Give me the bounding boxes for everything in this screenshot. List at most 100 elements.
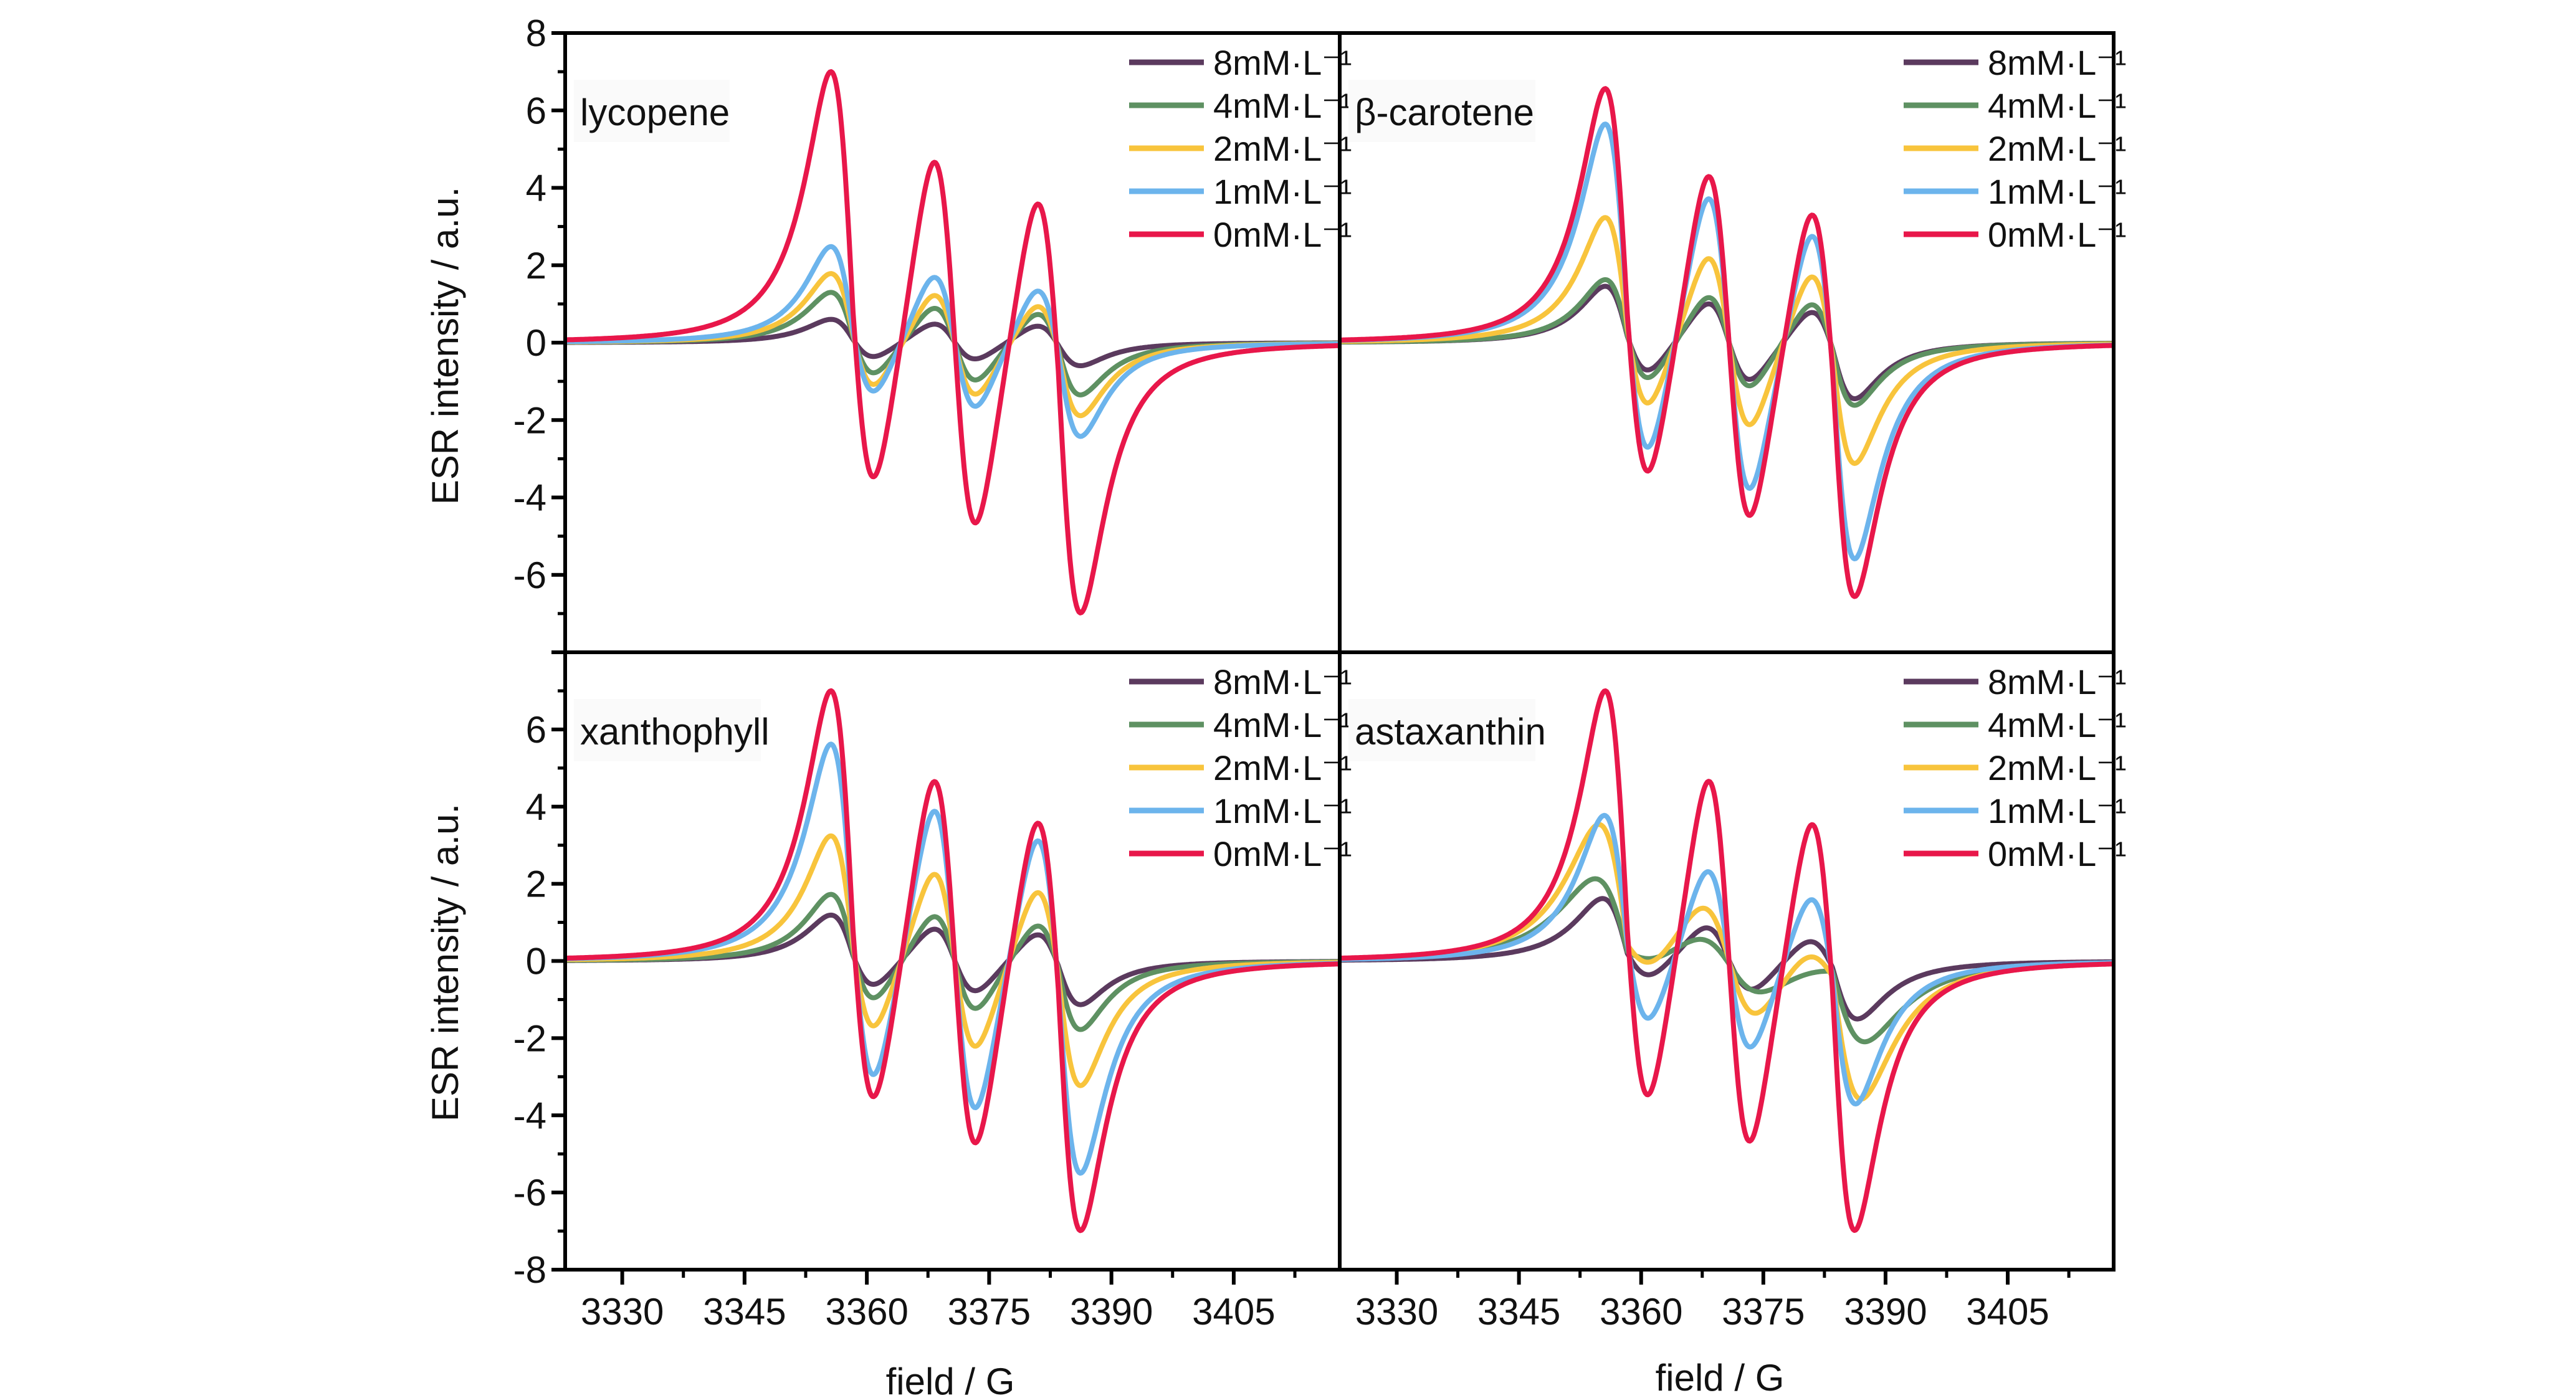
- legend-item: 0mM·L⁻¹: [1129, 834, 1352, 873]
- y-tick-label: -6: [513, 1172, 546, 1214]
- series-line-0mM: [564, 688, 1341, 1234]
- legend-label: 8mM·L⁻¹: [1988, 43, 2126, 82]
- legend-item: 1mM·L⁻¹: [1129, 172, 1352, 211]
- legend-label: 4mM·L⁻¹: [1213, 705, 1352, 744]
- y-tick-label: 4: [526, 168, 546, 209]
- legend: 8mM·L⁻¹ 4mM·L⁻¹ 2mM·L⁻¹ 1mM·L⁻¹ 0mM·L⁻¹: [1904, 43, 2126, 254]
- legend-label: 2mM·L⁻¹: [1213, 129, 1352, 168]
- legend-label: 0mM·L⁻¹: [1988, 215, 2126, 254]
- y-tick-label: -2: [513, 1017, 546, 1059]
- legend-item: 8mM·L⁻¹: [1129, 662, 1352, 701]
- panels: 8 6 4 2 0 -2 -4 -6 lycopene 8mM·L⁻¹ 4mM·L⁻¹ 2mM·L⁻¹…: [513, 12, 2127, 1333]
- legend-label: 1mM·L⁻¹: [1213, 172, 1352, 211]
- x-tick-label: 3390: [1844, 1291, 1927, 1333]
- y-axis-title-top: ESR intensity / a.u.: [424, 187, 466, 505]
- y-tick-label: -6: [513, 554, 546, 596]
- legend-item: 4mM·L⁻¹: [1129, 86, 1352, 125]
- legend-item: 1mM·L⁻¹: [1904, 172, 2126, 211]
- x-tick-label: 3330: [1355, 1291, 1438, 1333]
- x-tick-label: 3360: [1600, 1291, 1682, 1333]
- legend-label: 4mM·L⁻¹: [1988, 86, 2126, 125]
- x-tick-label: 3360: [825, 1291, 908, 1333]
- series-group: [564, 688, 1341, 1234]
- panel-label-background: [1348, 80, 1535, 142]
- legend: 8mM·L⁻¹ 4mM·L⁻¹ 2mM·L⁻¹ 1mM·L⁻¹ 0mM·L⁻¹: [1904, 662, 2126, 873]
- y-tick-label: 6: [526, 709, 546, 751]
- legend-label: 1mM·L⁻¹: [1988, 791, 2126, 830]
- series-line-0mM: [1338, 688, 2115, 1233]
- y-tick-label: 4: [526, 786, 546, 828]
- legend-label: 8mM·L⁻¹: [1988, 662, 2126, 701]
- legend-label: 2mM·L⁻¹: [1988, 129, 2126, 168]
- legend-item: 2mM·L⁻¹: [1129, 748, 1352, 787]
- x-tick-label: 3375: [1722, 1291, 1805, 1333]
- x-tick-label: 3345: [1477, 1291, 1560, 1333]
- legend-item: 1mM·L⁻¹: [1904, 791, 2126, 830]
- y-tick-label: -8: [513, 1249, 546, 1291]
- y-tick-label: 0: [526, 322, 546, 364]
- x-tick-label: 3330: [581, 1291, 664, 1333]
- series-group: [564, 69, 1341, 616]
- legend: 8mM·L⁻¹ 4mM·L⁻¹ 2mM·L⁻¹ 1mM·L⁻¹ 0mM·L⁻¹: [1129, 43, 1352, 254]
- legend-item: 2mM·L⁻¹: [1904, 129, 2126, 168]
- series-line-0mM: [564, 69, 1341, 616]
- series-line-0mM: [1338, 86, 2115, 599]
- panel-label-background: [1348, 699, 1535, 761]
- legend-label: 0mM·L⁻¹: [1213, 834, 1352, 873]
- series-group: [1338, 86, 2115, 599]
- x-axis-title-left: field / G: [886, 1361, 1015, 1398]
- legend-item: 8mM·L⁻¹: [1129, 43, 1352, 82]
- y-tick-label: -4: [513, 1095, 546, 1136]
- panel-xanthophyll: 6 4 2 0 -2 -4 -6 -8 3330 3345 3360 3375 3390 3405 xant…: [513, 650, 1352, 1333]
- y-axis-title-bottom: ESR intensity / a.u.: [424, 804, 466, 1121]
- x-tick-label: 3390: [1070, 1291, 1153, 1333]
- legend-label: 4mM·L⁻¹: [1988, 705, 2126, 744]
- x-tick-label: 3405: [1192, 1291, 1275, 1333]
- y-tick-label: 2: [526, 863, 546, 905]
- legend-label: 2mM·L⁻¹: [1213, 748, 1352, 787]
- y-tick-label: -4: [513, 477, 546, 519]
- panel-label-background: [574, 699, 761, 761]
- panel-lycopene: 8 6 4 2 0 -2 -4 -6 lycopene 8mM·L⁻¹ 4mM·L⁻¹ 2mM·L⁻¹…: [513, 12, 1352, 654]
- panel-label: lycopene: [580, 92, 730, 133]
- panel-label: xanthophyll: [580, 711, 770, 753]
- legend-label: 1mM·L⁻¹: [1988, 172, 2126, 211]
- x-tick-label: 3345: [703, 1291, 786, 1333]
- panel-label: β-carotene: [1355, 92, 1534, 133]
- legend-item: 4mM·L⁻¹: [1904, 86, 2126, 125]
- legend-item: 8mM·L⁻¹: [1904, 662, 2126, 701]
- legend-item: 2mM·L⁻¹: [1904, 748, 2126, 787]
- y-tick-label: 8: [526, 12, 546, 54]
- legend-label: 8mM·L⁻¹: [1213, 43, 1352, 82]
- y-tick-label: 6: [526, 90, 546, 131]
- y-tick-label: 0: [526, 941, 546, 982]
- x-axis-title-right: field / G: [1656, 1357, 1785, 1398]
- legend-item: 4mM·L⁻¹: [1129, 705, 1352, 744]
- legend-label: 0mM·L⁻¹: [1213, 215, 1352, 254]
- legend-item: 4mM·L⁻¹: [1904, 705, 2126, 744]
- legend-label: 4mM·L⁻¹: [1213, 86, 1352, 125]
- legend-item: 0mM·L⁻¹: [1904, 215, 2126, 254]
- legend-item: 1mM·L⁻¹: [1129, 791, 1352, 830]
- plot-frame: [1338, 650, 2116, 1272]
- x-tick-label: 3405: [1966, 1291, 2049, 1333]
- panel-label: astaxanthin: [1355, 711, 1546, 753]
- legend-item: 0mM·L⁻¹: [1129, 215, 1352, 254]
- y-tick-label: -2: [513, 399, 546, 441]
- legend-item: 8mM·L⁻¹: [1904, 43, 2126, 82]
- legend: 8mM·L⁻¹ 4mM·L⁻¹ 2mM·L⁻¹ 1mM·L⁻¹ 0mM·L⁻¹: [1129, 662, 1352, 873]
- y-tick-label: 2: [526, 245, 546, 287]
- legend-label: 2mM·L⁻¹: [1988, 748, 2126, 787]
- legend-item: 2mM·L⁻¹: [1129, 129, 1352, 168]
- legend-item: 0mM·L⁻¹: [1904, 834, 2126, 873]
- panel-astaxanthin: 3330 3345 3360 3375 3390 3405 astaxanthin 8mM·L…: [1338, 650, 2126, 1333]
- series-group: [1338, 688, 2115, 1233]
- panel-label-background: [574, 80, 730, 142]
- legend-label: 8mM·L⁻¹: [1213, 662, 1352, 701]
- legend-label: 0mM·L⁻¹: [1988, 834, 2126, 873]
- x-tick-label: 3375: [948, 1291, 1031, 1333]
- panel-carotene: β-carotene 8mM·L⁻¹ 4mM·L⁻¹ 2mM·L⁻¹ 1mM·L⁻¹ 0m…: [1338, 31, 2126, 654]
- legend-label: 1mM·L⁻¹: [1213, 791, 1352, 830]
